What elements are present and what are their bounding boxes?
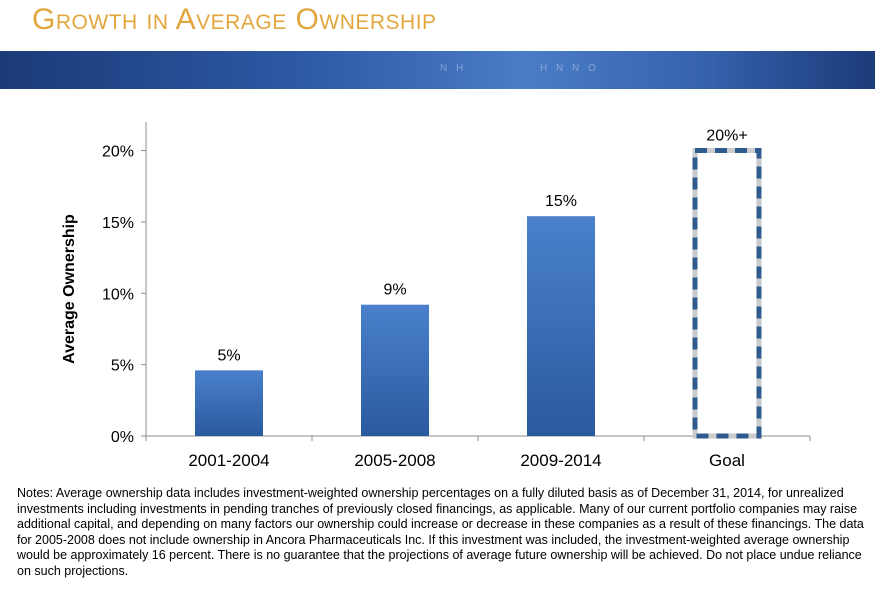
bar-2009-2014 bbox=[527, 216, 595, 436]
x-category-label: 2005-2008 bbox=[354, 451, 435, 470]
data-label: 5% bbox=[217, 347, 240, 364]
y-axis-title: Average Ownership bbox=[61, 214, 78, 364]
ownership-bar-chart: 0% 5% 10% 15% 20% Average Ownership 5% 2001-200… bbox=[61, 122, 811, 470]
data-label: 9% bbox=[383, 282, 406, 299]
banner-decoration-text-right: H N N O bbox=[540, 63, 599, 74]
bar-2001-2004 bbox=[195, 370, 263, 436]
data-label: 15% bbox=[545, 193, 577, 210]
goal-bar-outline bbox=[692, 148, 762, 439]
x-category-label: 2001-2004 bbox=[188, 451, 269, 470]
y-tick-label: 0% bbox=[111, 429, 134, 446]
footnote-notes: Notes: Average ownership data includes i… bbox=[17, 486, 864, 578]
banner-decoration-text-left: N H bbox=[440, 63, 467, 74]
bar-2005-2008 bbox=[361, 304, 429, 436]
slide-title: Growth in Average Ownership bbox=[32, 3, 437, 36]
data-label: 20%+ bbox=[706, 128, 747, 145]
x-category-label: 2009-2014 bbox=[520, 451, 601, 470]
y-tick-label: 5% bbox=[111, 358, 134, 375]
y-tick-label: 20% bbox=[102, 144, 134, 161]
y-tick-label: 10% bbox=[102, 286, 134, 303]
header-banner: N H H N N O bbox=[0, 51, 875, 89]
y-tick-label: 15% bbox=[102, 215, 134, 232]
x-category-label: Goal bbox=[709, 451, 745, 470]
goal-bar-dashes bbox=[692, 148, 762, 439]
